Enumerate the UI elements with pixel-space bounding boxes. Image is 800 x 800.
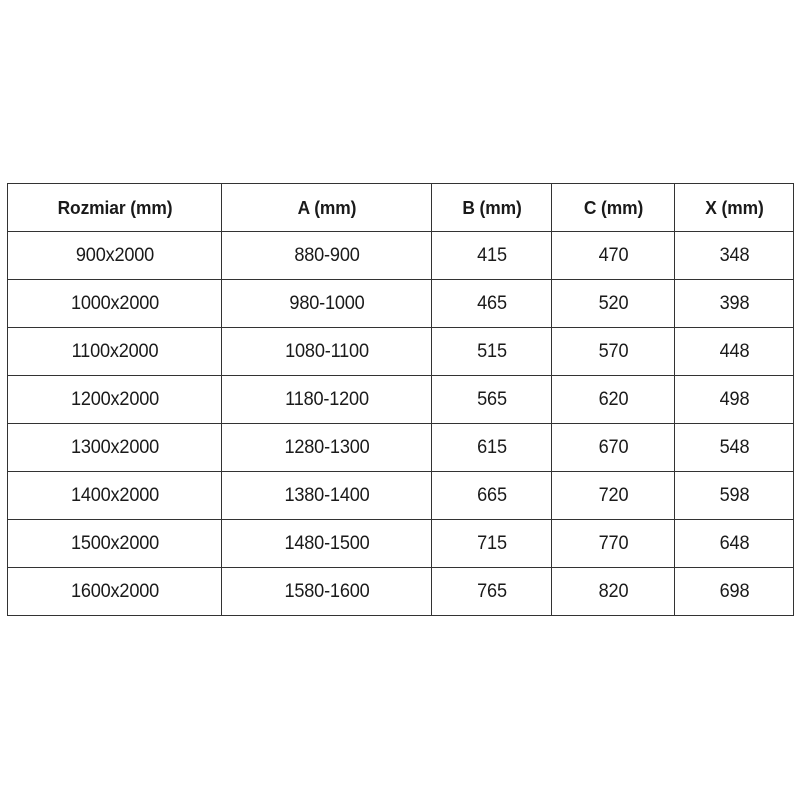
table-row: 1000x2000 980-1000 465 520 398 <box>8 279 794 328</box>
cell-a: 880-900 <box>228 231 425 280</box>
dimensions-table: Rozmiar (mm) A (mm) B (mm) C (mm) X (mm)… <box>7 183 794 616</box>
cell-b: 465 <box>435 279 548 328</box>
column-header-rozmiar: Rozmiar (mm) <box>13 183 216 232</box>
cell-c: 670 <box>555 423 671 472</box>
cell-a: 1480-1500 <box>228 519 425 568</box>
table-row: 1500x2000 1480-1500 715 770 648 <box>8 519 794 568</box>
column-header-x: X (mm) <box>677 183 791 232</box>
table-header: Rozmiar (mm) A (mm) B (mm) C (mm) X (mm) <box>8 183 794 232</box>
cell-b: 415 <box>435 231 548 280</box>
cell-c: 470 <box>555 231 671 280</box>
cell-rozmiar: 1500x2000 <box>14 519 215 568</box>
cell-rozmiar: 1400x2000 <box>14 471 215 520</box>
cell-b: 515 <box>435 327 548 376</box>
cell-a: 1080-1100 <box>228 327 425 376</box>
cell-c: 720 <box>555 471 671 520</box>
cell-a: 1280-1300 <box>228 423 425 472</box>
cell-c: 770 <box>555 519 671 568</box>
cell-c: 620 <box>555 375 671 424</box>
cell-rozmiar: 900x2000 <box>14 231 215 280</box>
cell-x: 698 <box>678 567 790 616</box>
table-row: 900x2000 880-900 415 470 348 <box>8 231 794 280</box>
cell-rozmiar: 1600x2000 <box>14 567 215 616</box>
cell-x: 348 <box>678 231 790 280</box>
cell-c: 520 <box>555 279 671 328</box>
cell-a: 980-1000 <box>228 279 425 328</box>
cell-b: 665 <box>435 471 548 520</box>
column-header-c: C (mm) <box>554 183 672 232</box>
cell-b: 715 <box>435 519 548 568</box>
column-header-a: A (mm) <box>227 183 426 232</box>
table-row: 1100x2000 1080-1100 515 570 448 <box>8 327 794 376</box>
cell-b: 565 <box>435 375 548 424</box>
cell-a: 1580-1600 <box>228 567 425 616</box>
cell-x: 398 <box>678 279 790 328</box>
table-body: 900x2000 880-900 415 470 348 1000x2000 980-100… <box>8 231 794 616</box>
cell-rozmiar: 1000x2000 <box>14 279 215 328</box>
table-row: 1300x2000 1280-1300 615 670 548 <box>8 423 794 472</box>
table-row: 1200x2000 1180-1200 565 620 498 <box>8 375 794 424</box>
table-header-row: Rozmiar (mm) A (mm) B (mm) C (mm) X (mm) <box>8 183 794 232</box>
table-row: 1400x2000 1380-1400 665 720 598 <box>8 471 794 520</box>
cell-rozmiar: 1200x2000 <box>14 375 215 424</box>
cell-b: 615 <box>435 423 548 472</box>
cell-x: 448 <box>678 327 790 376</box>
column-header-b: B (mm) <box>434 183 549 232</box>
cell-x: 548 <box>678 423 790 472</box>
cell-c: 570 <box>555 327 671 376</box>
cell-x: 498 <box>678 375 790 424</box>
cell-c: 820 <box>555 567 671 616</box>
cell-rozmiar: 1100x2000 <box>14 327 215 376</box>
dimensions-table-container: Rozmiar (mm) A (mm) B (mm) C (mm) X (mm)… <box>7 183 794 616</box>
cell-a: 1180-1200 <box>228 375 425 424</box>
cell-x: 648 <box>678 519 790 568</box>
cell-b: 765 <box>435 567 548 616</box>
table-row: 1600x2000 1580-1600 765 820 698 <box>8 567 794 616</box>
cell-a: 1380-1400 <box>228 471 425 520</box>
cell-x: 598 <box>678 471 790 520</box>
cell-rozmiar: 1300x2000 <box>14 423 215 472</box>
